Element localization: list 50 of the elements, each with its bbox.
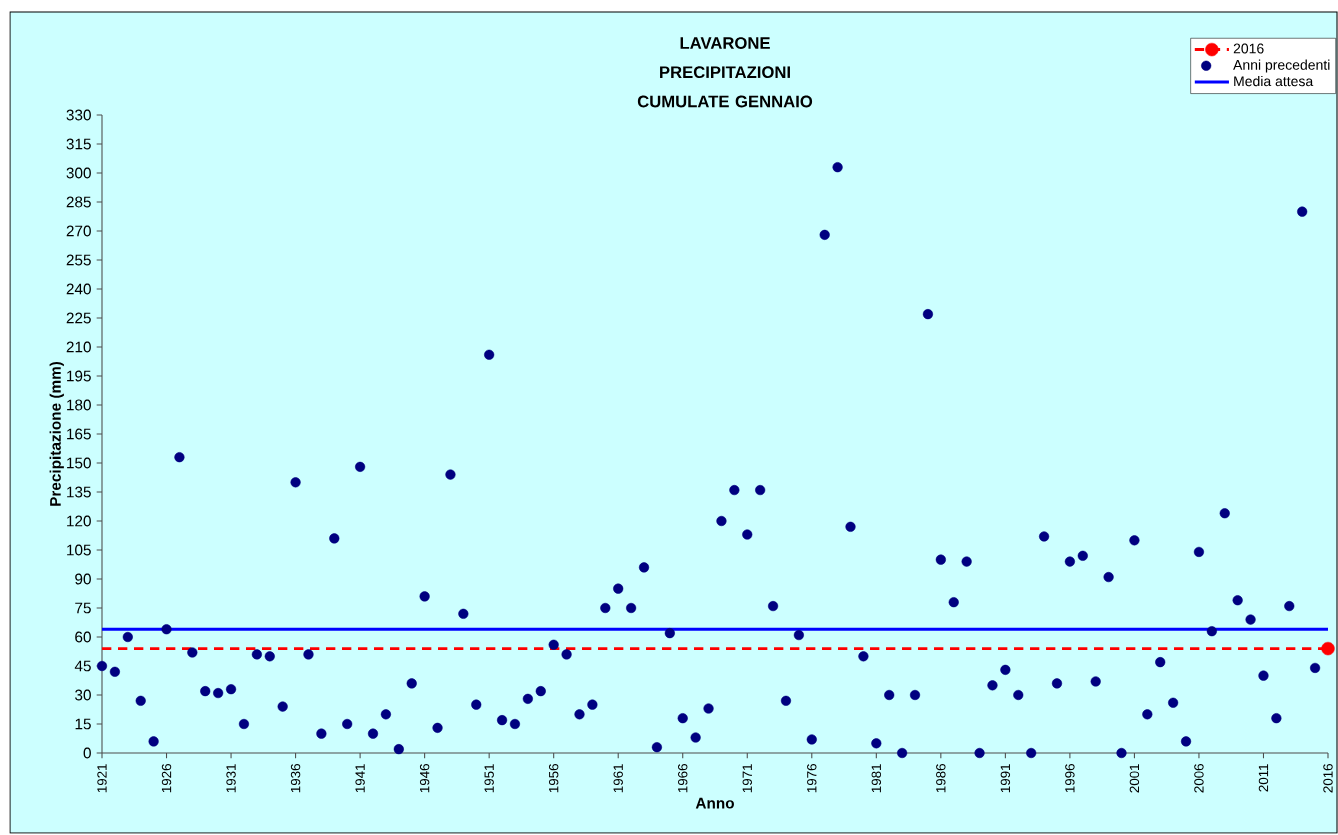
x-tick-label: 1961 bbox=[613, 764, 623, 793]
x-tick-label: 1996 bbox=[1065, 764, 1075, 793]
chart-title: LAVARONE bbox=[680, 37, 770, 49]
y-tick-label: 45 bbox=[74, 660, 91, 672]
x-tick-label: 1921 bbox=[97, 764, 107, 793]
x-tick-label: 2006 bbox=[1194, 764, 1204, 793]
y-tick-label: 150 bbox=[67, 457, 91, 469]
x-axis-title: Anno bbox=[695, 797, 734, 809]
y-tick-label: 30 bbox=[75, 689, 91, 701]
y-tick-label: 165 bbox=[67, 428, 91, 440]
y-tick-label: 255 bbox=[66, 254, 91, 266]
y-tick-label: 285 bbox=[66, 196, 91, 208]
x-tick-label: 1941 bbox=[355, 764, 365, 793]
x-tick-label: 1931 bbox=[226, 764, 236, 793]
y-tick-label: 330 bbox=[66, 109, 91, 121]
x-tick-label: 1951 bbox=[484, 764, 494, 793]
y-tick-label: 75 bbox=[75, 602, 91, 614]
x-tick-label: 1976 bbox=[807, 764, 817, 793]
x-tick-label: 1926 bbox=[161, 764, 172, 793]
y-tick-label: 60 bbox=[75, 631, 91, 643]
y-tick-label: 195 bbox=[67, 370, 91, 382]
x-tick-label: 1986 bbox=[936, 764, 946, 793]
x-tick-label: 2001 bbox=[1129, 764, 1140, 793]
x-tick-label: 1971 bbox=[742, 764, 752, 793]
legend-label: Anni precedenti bbox=[1233, 59, 1330, 73]
x-tick-label: 1946 bbox=[419, 764, 430, 793]
y-axis-title: Precipitazione (mm) bbox=[49, 361, 64, 506]
y-tick-label: 300 bbox=[66, 167, 91, 179]
y-tick-label: 225 bbox=[66, 312, 91, 324]
chart-subtitle: PRECIPITAZIONI CUMULATE GENNAIO bbox=[637, 66, 813, 108]
x-tick-label: 2016 bbox=[1323, 764, 1333, 793]
y-tick-label: 135 bbox=[67, 486, 91, 498]
x-tick-label: 1991 bbox=[1000, 764, 1011, 793]
x-tick-label: 1981 bbox=[871, 764, 882, 793]
y-tick-label: 270 bbox=[66, 225, 91, 237]
y-tick-label: 15 bbox=[75, 718, 91, 730]
x-tick-label: 1936 bbox=[290, 764, 301, 793]
legend-label: Media attesa bbox=[1234, 75, 1314, 87]
y-tick-label: 90 bbox=[75, 573, 91, 585]
x-tick-label: 1966 bbox=[678, 764, 688, 793]
y-tick-label: 0 bbox=[83, 747, 91, 759]
y-tick-label: 210 bbox=[66, 341, 91, 353]
y-tick-label: 315 bbox=[66, 138, 91, 150]
legend-label: 2016 bbox=[1233, 43, 1264, 54]
x-tick-label: 1956 bbox=[548, 764, 559, 793]
y-tick-label: 105 bbox=[67, 544, 91, 556]
x-tick-label: 2011 bbox=[1258, 764, 1269, 792]
y-tick-label: 240 bbox=[66, 283, 91, 295]
y-tick-label: 180 bbox=[67, 399, 91, 411]
y-tick-label: 120 bbox=[67, 515, 91, 527]
